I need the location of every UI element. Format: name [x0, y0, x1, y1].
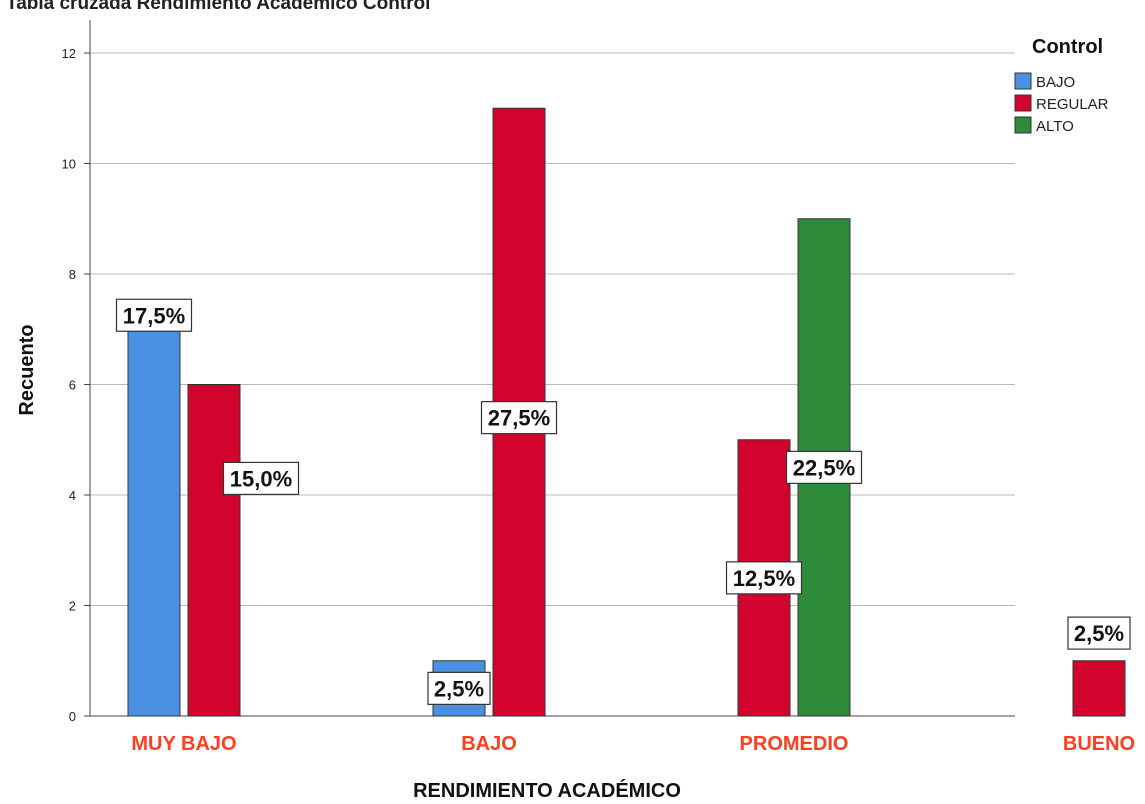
legend-swatch	[1015, 73, 1031, 89]
data-label-text: 27,5%	[488, 406, 550, 431]
data-labels: 17,5% 15,0% 2,5% 27,5% 12,5% 22,5% 2,5%	[117, 299, 1131, 704]
data-label-text: 15,0%	[230, 466, 292, 491]
data-label: 12,5%	[727, 562, 802, 594]
bar-regular-bueno	[1073, 661, 1125, 716]
data-label: 15,0%	[224, 462, 299, 494]
legend-items: BAJO REGULAR ALTO	[1015, 73, 1109, 135]
legend-title: Control	[1032, 36, 1103, 58]
bars	[128, 108, 1125, 716]
x-tick-label: MUY BAJO	[131, 733, 236, 755]
data-label: 2,5%	[428, 672, 490, 704]
x-tick-label: BUENO	[1063, 733, 1135, 755]
y-tick-label: 6	[69, 378, 76, 393]
data-label: 27,5%	[482, 402, 557, 434]
bar-bajo-muy-bajo	[128, 329, 180, 716]
data-label: 22,5%	[787, 451, 862, 483]
legend-label: REGULAR	[1036, 96, 1109, 113]
data-label: 17,5%	[117, 299, 192, 331]
data-label-text: 22,5%	[793, 455, 855, 480]
y-tick-label: 12	[62, 46, 76, 61]
data-label-text: 17,5%	[123, 303, 185, 328]
legend: Control BAJO REGULAR ALTO	[1015, 36, 1109, 135]
data-label-text: 2,5%	[434, 676, 484, 701]
legend-label: BAJO	[1036, 74, 1075, 91]
data-label-text: 2,5%	[1074, 621, 1124, 646]
y-axis-title: Recuento	[16, 324, 38, 415]
y-tick-label: 0	[69, 709, 76, 724]
legend-label: ALTO	[1036, 118, 1074, 135]
legend-swatch	[1015, 117, 1031, 133]
x-tick-label: PROMEDIO	[740, 733, 849, 755]
y-tick-label: 4	[69, 488, 76, 503]
data-label: 2,5%	[1068, 617, 1130, 649]
bar-regular-muy-bajo	[188, 385, 240, 717]
x-axis-title: RENDIMIENTO ACADÉMICO	[413, 779, 681, 802]
x-tick-label: BAJO	[461, 733, 517, 755]
legend-swatch	[1015, 95, 1031, 111]
y-tick-label: 10	[62, 157, 76, 172]
y-tick-label: 8	[69, 267, 76, 282]
y-tick-label: 2	[69, 599, 76, 614]
chart-title: Tabla cruzada Rendimiento Académico Cont…	[6, 0, 430, 14]
data-label-text: 12,5%	[733, 566, 795, 591]
